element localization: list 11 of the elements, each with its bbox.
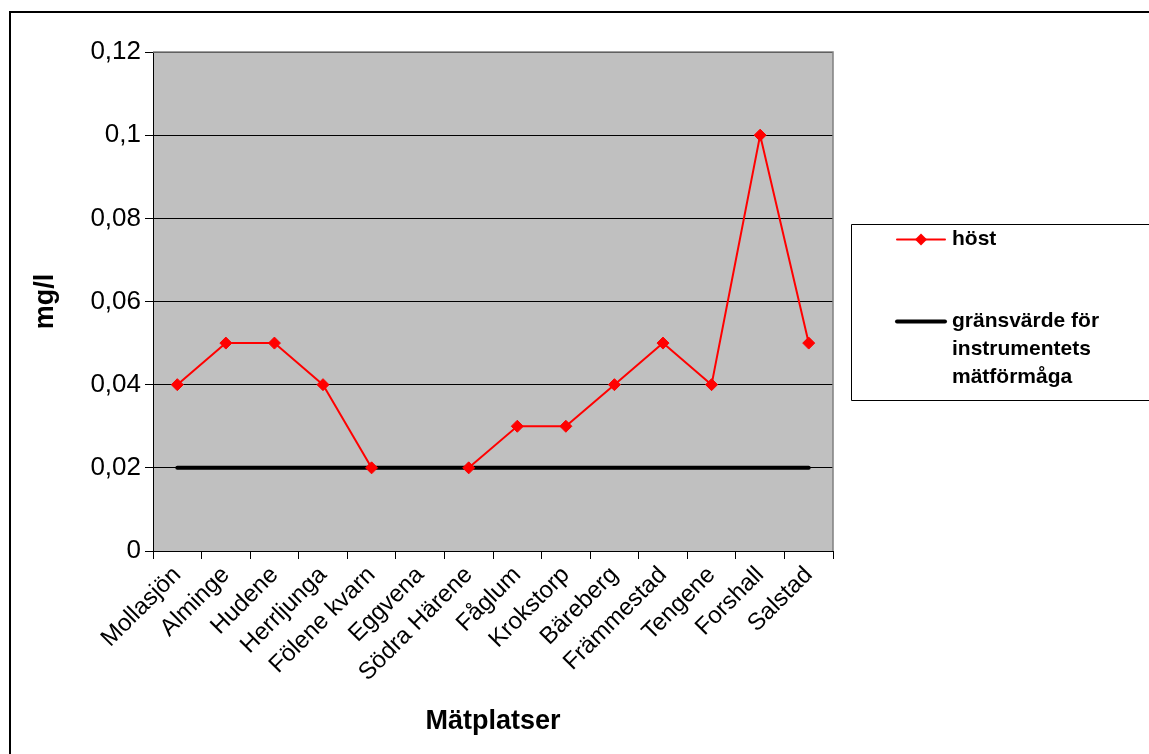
legend-label: gränsvärde för instrumentets mätförmåga xyxy=(952,308,1100,388)
y-tick-label: 0,08 xyxy=(90,201,141,232)
y-axis-title: mg/l xyxy=(28,273,59,330)
x-axis-title: Mätplatser xyxy=(425,705,562,736)
y-tick-label: 0,12 xyxy=(90,35,141,66)
y-tick-label: 0,1 xyxy=(104,118,141,149)
y-tick-label: 0,04 xyxy=(90,367,141,398)
y-tick-label: 0,06 xyxy=(90,284,141,315)
legend-label: höst xyxy=(952,226,997,250)
y-tick-label: 0 xyxy=(126,534,141,565)
y-tick-label: 0,02 xyxy=(90,451,141,482)
